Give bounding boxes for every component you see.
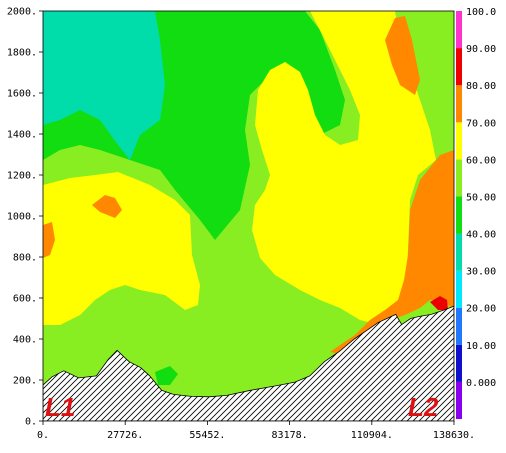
annotation-l1: L1 (45, 392, 75, 422)
colorbar-label: 50.00 (466, 192, 496, 203)
contour-40-50-small (155, 366, 178, 385)
colorbar: 0.000 10.00 20.00 30.00 40.00 50.00 60.00 70.00… (456, 7, 496, 419)
x-axis: 0. 27726. 55452. 83178. 110904. 138630. (37, 421, 475, 441)
y-tick-label: 1800. (7, 48, 37, 59)
terrain-mask (43, 305, 454, 421)
x-tick-label: 138630. (433, 430, 475, 441)
x-tick-label: 83178. (272, 430, 308, 441)
x-tick-label: 110904. (351, 430, 393, 441)
y-tick-label: 2000. (7, 7, 37, 18)
colorbar-band (456, 270, 462, 308)
colorbar-label: 40.00 (466, 230, 496, 241)
colorbar-band (456, 159, 462, 197)
colorbar-band (456, 48, 462, 86)
y-tick-label: 200. (13, 376, 37, 387)
y-tick-label: 1200. (7, 171, 37, 182)
y-tick-label: 0. (25, 417, 37, 428)
x-tick-label: 27726. (107, 430, 143, 441)
colorbar-label: 100.0 (466, 7, 496, 18)
contour-60-70-left (43, 172, 200, 325)
colorbar-band (456, 381, 462, 419)
colorbar-band (456, 122, 462, 160)
y-tick-label: 1000. (7, 212, 37, 223)
colorbar-label: 0.000 (466, 378, 496, 389)
colorbar-label: 20.00 (466, 304, 496, 315)
colorbar-band (456, 307, 462, 345)
colorbar-label: 10.00 (466, 341, 496, 352)
colorbar-band (456, 196, 462, 234)
colorbar-label: 70.00 (466, 118, 496, 129)
colorbar-label: 60.00 (466, 155, 496, 166)
colorbar-label: 30.00 (466, 267, 496, 278)
colorbar-band (456, 85, 462, 123)
contour-80-90-sliver (430, 296, 448, 310)
contour-60-70-right (252, 11, 436, 325)
contour-30-40-region (43, 11, 165, 160)
colorbar-band (456, 11, 462, 49)
colorbar-label: 80.00 (466, 81, 496, 92)
y-tick-label: 800. (13, 253, 37, 264)
x-tick-label: 0. (37, 430, 49, 441)
y-tick-label: 600. (13, 294, 37, 305)
x-tick-label: 55452. (189, 430, 225, 441)
contour-70-80-right (330, 150, 454, 355)
contour-70-80-top (385, 16, 420, 95)
contour-70-80-left-blob (92, 195, 122, 218)
contour-field (43, 11, 454, 421)
y-axis: 0. 200. 400. 600. 800. 1000. 1200. 1400. 1600. 18… (7, 7, 43, 428)
y-tick-label: 1600. (7, 89, 37, 100)
colorbar-band (456, 233, 462, 271)
colorbar-label: 90.00 (466, 44, 496, 55)
colorbar-band (456, 344, 462, 382)
annotation-l2: L2 (408, 392, 439, 422)
y-tick-label: 400. (13, 335, 37, 346)
contour-70-80-left-edge (43, 222, 55, 258)
y-tick-label: 1400. (7, 130, 37, 141)
